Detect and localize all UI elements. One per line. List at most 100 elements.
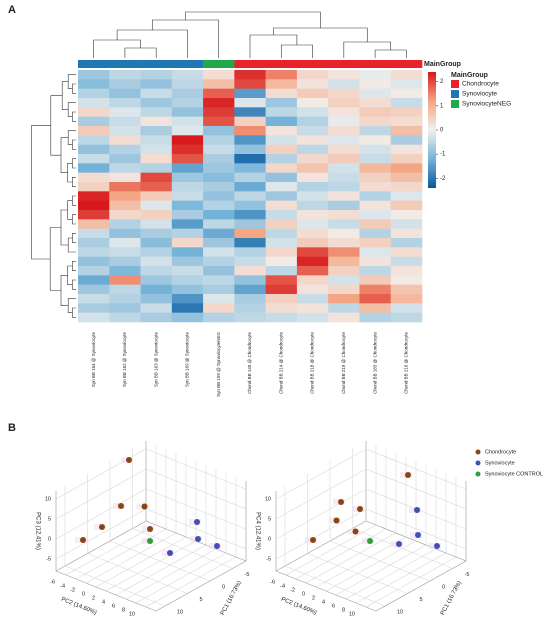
heat-cell [359,219,392,229]
heat-cell [203,275,235,285]
heat-cell [109,219,141,229]
y-tick-label: 6 [332,603,335,609]
heat-cell [234,116,266,127]
heat-cell [359,266,392,276]
heat-cell [328,107,360,117]
heat-cell [109,275,141,285]
grid-line [275,448,367,500]
dendrogram-branch [72,261,76,271]
heat-cell [359,88,392,99]
grid-line [365,556,457,608]
heat-cell [109,200,141,211]
dendrogram-branch [67,200,73,220]
group-bar [109,60,141,68]
heat-cell [171,238,204,248]
x-tick-label: 5 [420,597,423,603]
column-label: Syn BB 169 @ Synoviocyte [185,332,190,388]
heat-cell [234,182,266,192]
heat-cell [78,256,110,267]
heat-cell [203,144,235,155]
grid-line [135,552,227,604]
heat-cell [234,163,266,173]
heat-cell [296,256,329,267]
heat-cell [234,219,266,229]
heat-cell [296,228,329,239]
heat-cell [203,107,235,117]
heat-cell [140,219,173,229]
grid-line [355,552,447,604]
column-label: Chond BB 218 @ Chondrocyte [310,332,315,394]
heat-cell [171,79,204,89]
group-bar [328,60,360,68]
heat-cell [328,182,360,192]
z-tick-label: 0 [48,536,51,542]
column-label: Syn BB 164 @ Synoviocyte [91,332,96,388]
dendrogram-branch [72,158,76,169]
heat-cell [296,247,329,257]
dendrogram-branch [50,95,63,156]
grid-line [55,488,147,540]
y-tick-label: -2 [70,587,75,593]
heat-cell [140,70,173,80]
heat-cell [140,275,173,285]
heat-cell [359,191,392,201]
heat-cell [78,247,110,257]
legend-label: Chondrocyte [462,81,499,88]
heat-cell [359,135,392,145]
point [396,541,402,547]
heat-cell [390,126,423,136]
heat-cell [359,182,392,192]
colorbar-tick-label: 2 [440,79,444,85]
heat-cell [296,172,329,183]
column-label: Chond BB 216 @ Chondrocyte [404,332,409,394]
heat-cell [234,284,266,295]
heat-cell [390,107,423,117]
column-label: Syn BB 162 @ Synoviocyte [122,332,127,388]
grid-line [65,524,157,576]
point [414,507,420,513]
heat-cell [203,210,235,220]
heat-cell [265,256,298,267]
z-axis-label: PC4 (12.41%) [254,512,260,550]
point [147,526,153,532]
heat-cell [140,116,173,127]
heat-cell [234,266,266,276]
y-tick-label: 4 [322,599,325,605]
dendrogram-branch [72,233,76,243]
heat-cell [140,135,173,145]
x-tick-label: 5 [200,597,203,603]
column-label: Syn BB 163 @ Synoviocyte [153,332,158,388]
heat-cell [78,70,110,80]
heat-cell [109,116,141,127]
heat-cell [109,163,141,173]
heat-cell [296,98,329,108]
heat-cell [234,70,266,80]
heat-cell [140,172,173,183]
heat-cell [171,135,204,145]
heat-cell [296,135,329,145]
heat-cell [203,163,235,173]
heat-cell [203,219,235,229]
heat-cell [140,107,173,117]
heat-cell [203,200,235,211]
heat-cell [328,210,360,220]
heat-cell [234,210,266,220]
heat-cell [265,116,298,127]
heat-cell [234,238,266,248]
heat-cell [234,154,266,164]
heat-cell [359,228,392,239]
heat-cell [78,266,110,276]
heat-cell [234,200,266,211]
heat-cell [328,200,360,211]
heat-cell [109,98,141,108]
heat-cell [78,172,110,183]
heat-cell [171,98,204,108]
heat-cell [234,88,266,99]
heat-cell [109,144,141,155]
dendrogram-branch [124,47,157,58]
heat-cell [296,266,329,276]
heat-cell [203,154,235,164]
dendrogram-branch [49,227,61,291]
z-tick-label: 5 [268,516,271,522]
heat-cell [109,256,141,267]
